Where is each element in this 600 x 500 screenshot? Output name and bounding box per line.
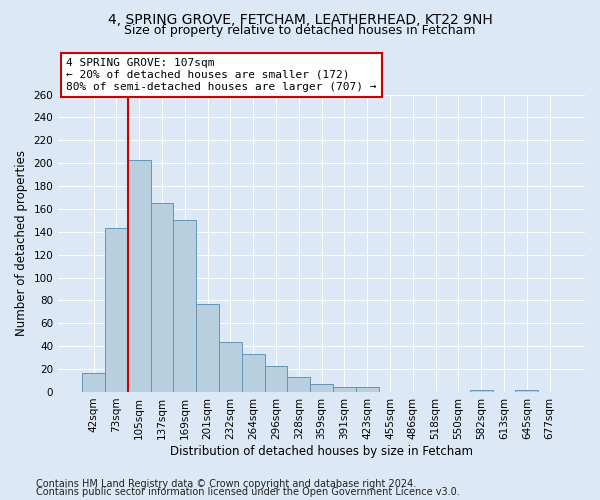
Bar — [265, 366, 287, 392]
Y-axis label: Number of detached properties: Number of detached properties — [15, 150, 28, 336]
Bar — [515, 390, 538, 392]
Text: Contains HM Land Registry data © Crown copyright and database right 2024.: Contains HM Land Registry data © Crown c… — [36, 479, 416, 489]
Bar — [287, 377, 310, 392]
Bar — [356, 388, 379, 392]
Text: Contains public sector information licensed under the Open Government Licence v3: Contains public sector information licen… — [36, 487, 460, 497]
X-axis label: Distribution of detached houses by size in Fetcham: Distribution of detached houses by size … — [170, 444, 473, 458]
Text: Size of property relative to detached houses in Fetcham: Size of property relative to detached ho… — [124, 24, 476, 37]
Bar — [173, 220, 196, 392]
Bar — [196, 304, 219, 392]
Bar — [242, 354, 265, 392]
Bar — [128, 160, 151, 392]
Text: 4, SPRING GROVE, FETCHAM, LEATHERHEAD, KT22 9NH: 4, SPRING GROVE, FETCHAM, LEATHERHEAD, K… — [107, 12, 493, 26]
Bar — [151, 203, 173, 392]
Bar — [470, 390, 493, 392]
Bar — [310, 384, 333, 392]
Bar — [219, 342, 242, 392]
Bar — [105, 228, 128, 392]
Bar — [82, 372, 105, 392]
Text: 4 SPRING GROVE: 107sqm
← 20% of detached houses are smaller (172)
80% of semi-de: 4 SPRING GROVE: 107sqm ← 20% of detached… — [66, 58, 377, 92]
Bar — [333, 388, 356, 392]
